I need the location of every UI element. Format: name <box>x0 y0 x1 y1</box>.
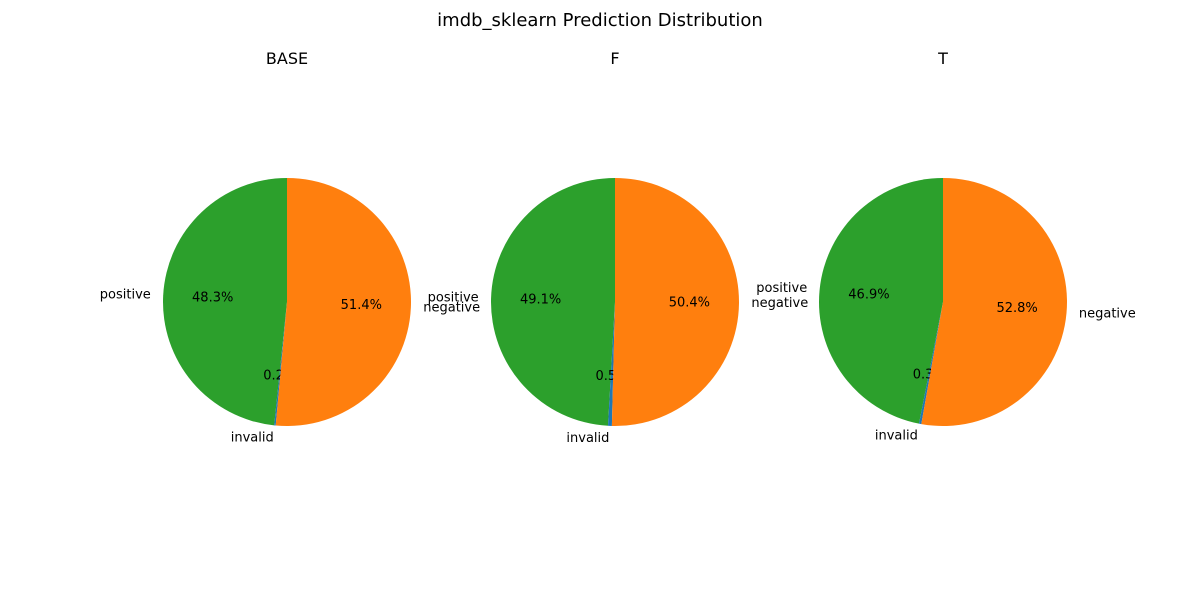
slice-percent-positive: 46.9% <box>848 287 889 302</box>
slice-label-invalid: invalid <box>875 429 918 444</box>
slice-label-positive: positive <box>756 281 807 296</box>
slice-percent-negative: 52.8% <box>996 301 1037 316</box>
slice-percent-negative: 50.4% <box>669 295 710 310</box>
slice-label-positive: positive <box>428 291 479 306</box>
slice-percent-positive: 48.3% <box>192 291 233 306</box>
pie-slice-negative <box>611 178 740 426</box>
slice-percent-positive: 49.1% <box>520 292 561 307</box>
pie-slice-positive <box>163 178 287 426</box>
pie-title: BASE <box>266 49 308 68</box>
slice-label-negative: negative <box>1079 306 1136 321</box>
pie-title: F <box>610 49 619 68</box>
pie-slice-negative <box>275 178 411 426</box>
pie-title: T <box>937 49 948 68</box>
pie-slice-invalid <box>918 302 943 425</box>
slice-label-negative: negative <box>423 301 480 316</box>
slice-label-positive: positive <box>100 287 151 302</box>
pie-slice-positive <box>491 178 615 426</box>
slice-label-invalid: invalid <box>231 430 274 445</box>
slice-label-negative: negative <box>751 296 808 311</box>
figure-title: imdb_sklearn Prediction Distribution <box>437 10 763 31</box>
pie-slice-negative <box>921 178 1068 426</box>
pie-slice-invalid <box>274 302 287 426</box>
pie-slice-invalid <box>607 302 615 426</box>
slice-percent-negative: 51.4% <box>341 298 382 313</box>
pie-slice-positive <box>819 178 943 424</box>
slice-label-invalid: invalid <box>566 431 609 446</box>
